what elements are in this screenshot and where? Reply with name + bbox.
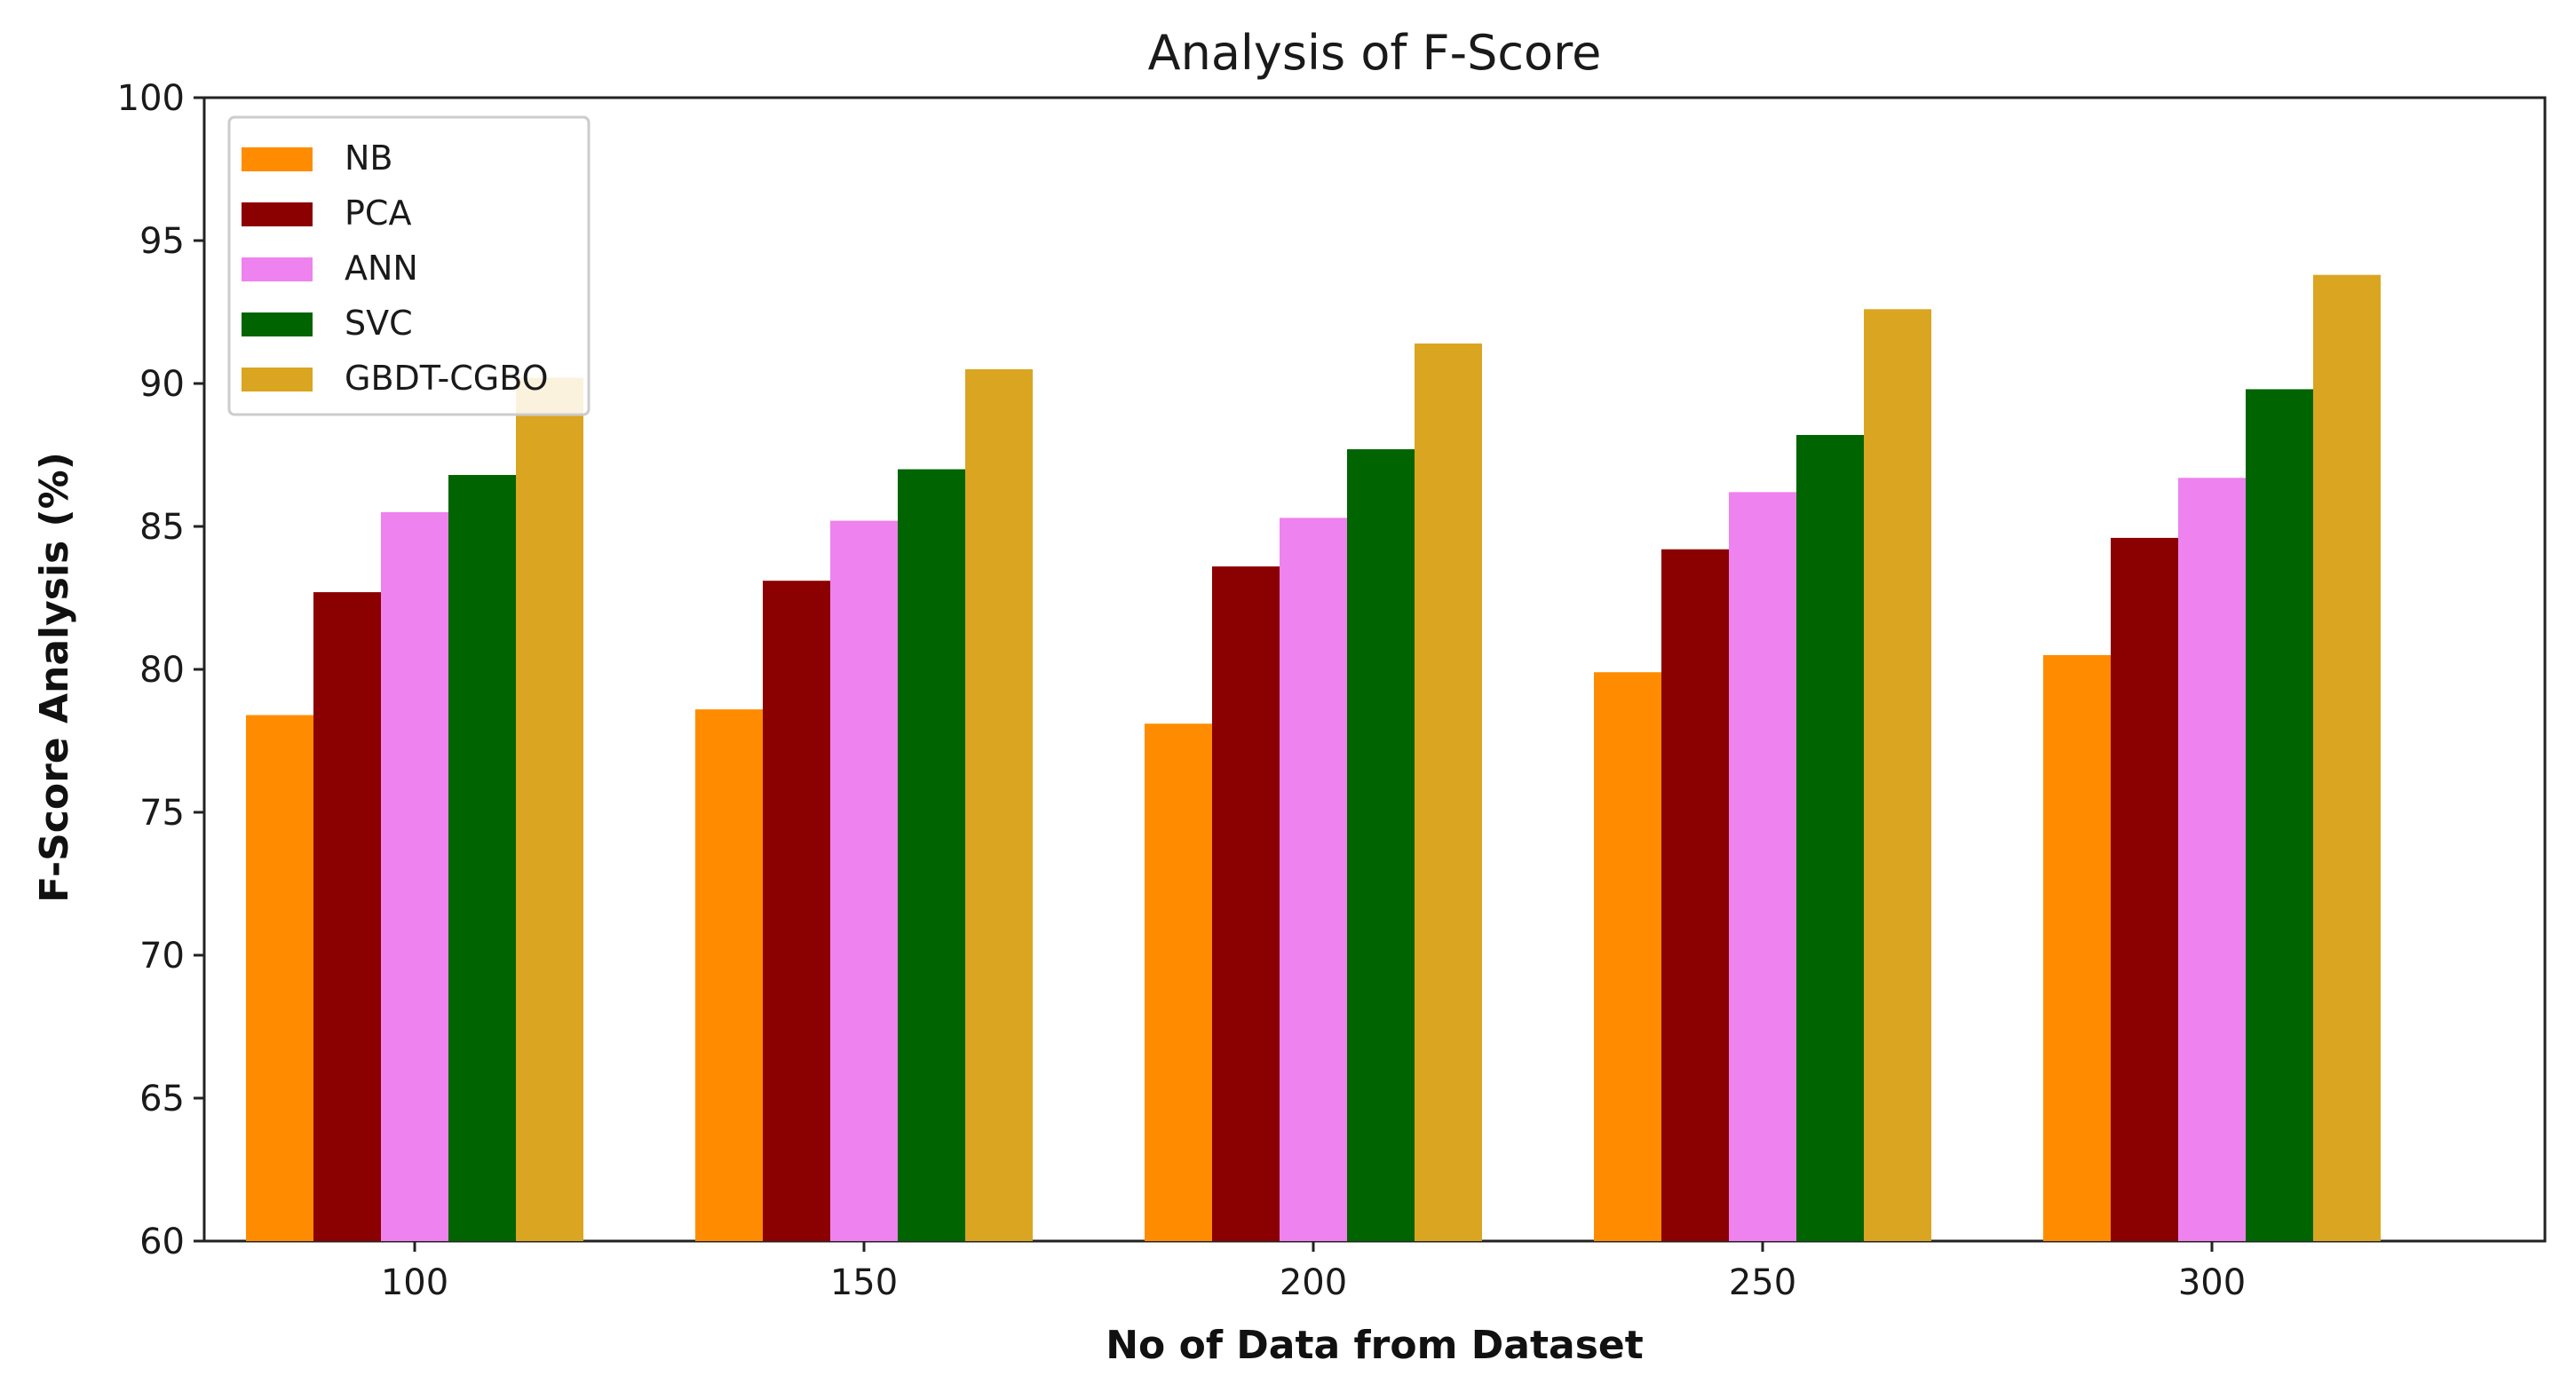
- y-axis-label: F-Score Analysis (%): [32, 452, 77, 903]
- x-tick-label: 250: [1729, 1262, 1796, 1303]
- legend-box: [227, 115, 590, 416]
- bar-pca-200: [1212, 566, 1280, 1241]
- bar-gbdt-cgbo-150: [965, 368, 1033, 1241]
- x-tick-label: 100: [381, 1262, 448, 1303]
- bars: [246, 274, 2381, 1242]
- x-tick-label: 200: [1280, 1262, 1347, 1303]
- legend-label: SVC: [345, 304, 413, 343]
- y-tick-label: 70: [139, 936, 185, 977]
- y-tick-label: 60: [139, 1222, 185, 1262]
- legend-swatch: [242, 202, 313, 226]
- x-axis: 100 150 200 250 300: [381, 1241, 2246, 1303]
- bar-ann-250: [1729, 492, 1796, 1241]
- legend-label: ANN: [345, 249, 418, 288]
- bar-ann-100: [381, 511, 448, 1241]
- bar-ann-300: [2178, 478, 2246, 1241]
- y-tick-label: 90: [139, 364, 185, 405]
- legend-swatch: [242, 312, 313, 336]
- y-tick-label: 85: [139, 507, 185, 548]
- bar-gbdt-cgbo-100: [516, 377, 583, 1241]
- y-tick-label: 100: [117, 78, 185, 119]
- bar-nb-300: [2043, 654, 2111, 1241]
- legend-label: GBDT-CGBO: [345, 359, 549, 398]
- bar-svc-250: [1796, 434, 1864, 1242]
- bar-gbdt-cgbo-300: [2313, 274, 2381, 1241]
- bar-nb-150: [695, 709, 763, 1241]
- x-tick-label: 150: [830, 1262, 898, 1303]
- bar-nb-250: [1594, 672, 1661, 1241]
- bar-pca-250: [1661, 549, 1729, 1241]
- legend: NB PCA ANN SVC GBDT-CGBO: [227, 115, 590, 416]
- bar-ann-200: [1280, 518, 1347, 1241]
- y-axis: 60 65 70 75 80 85 90 95 100: [117, 78, 204, 1262]
- y-axis-title-group: F-Score Analysis (%): [32, 452, 77, 903]
- bar-gbdt-cgbo-250: [1864, 309, 1931, 1241]
- legend-label: PCA: [345, 194, 411, 233]
- bar-svc-300: [2246, 389, 2313, 1241]
- x-axis-label: No of Data from Dataset: [1106, 1323, 1644, 1368]
- bar-pca-300: [2111, 537, 2178, 1241]
- bar-nb-100: [246, 715, 313, 1241]
- chart-title: Analysis of F-Score: [1148, 25, 1602, 81]
- bar-ann-150: [830, 520, 898, 1241]
- bar-svc-200: [1347, 449, 1415, 1241]
- bar-pca-150: [763, 581, 830, 1241]
- bar-nb-200: [1145, 724, 1212, 1241]
- y-tick-label: 80: [139, 650, 185, 691]
- legend-swatch: [242, 368, 313, 391]
- y-tick-label: 65: [139, 1079, 185, 1119]
- bar-gbdt-cgbo-200: [1415, 343, 1482, 1241]
- legend-label: NB: [345, 138, 393, 178]
- legend-swatch: [242, 147, 313, 171]
- bar-svc-150: [898, 469, 965, 1241]
- bar-pca-100: [313, 592, 381, 1241]
- bar-svc-100: [448, 475, 516, 1241]
- x-tick-label: 300: [2178, 1262, 2246, 1303]
- legend-swatch: [242, 257, 313, 281]
- y-tick-label: 95: [139, 221, 185, 262]
- y-tick-label: 75: [139, 793, 185, 834]
